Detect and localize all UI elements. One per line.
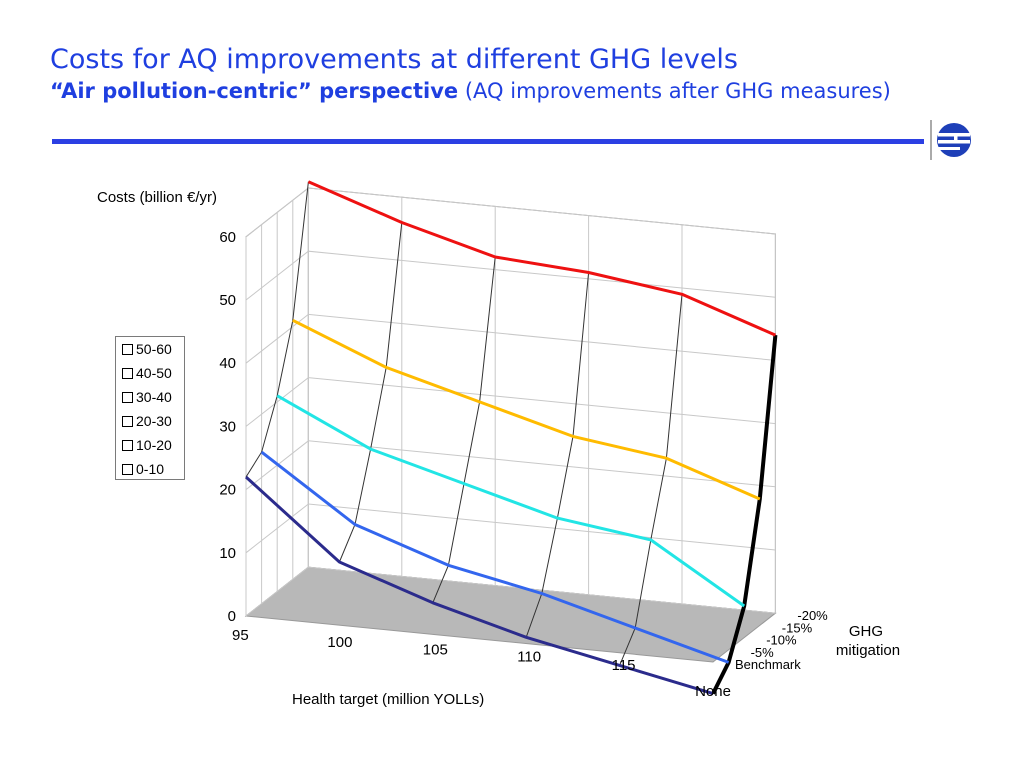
series-lines bbox=[244, 180, 777, 696]
legend-label: 40-50 bbox=[136, 365, 172, 381]
legend-swatch bbox=[122, 344, 133, 355]
legend-label: 50-60 bbox=[136, 341, 172, 357]
z-axis-label: Costs (billion €/yr) bbox=[97, 189, 217, 206]
legend-item: 50-60 bbox=[122, 341, 184, 365]
legend-label: 20-30 bbox=[136, 413, 172, 429]
legend-swatch bbox=[122, 392, 133, 403]
z-tick-label: 40 bbox=[219, 355, 236, 372]
x-tick-label: 105 bbox=[423, 641, 448, 658]
legend-item: 20-30 bbox=[122, 413, 184, 437]
z-tick-label: 30 bbox=[219, 418, 236, 435]
y-axis-label: GHG mitigation bbox=[836, 623, 900, 659]
series-line-Benchmark bbox=[244, 475, 714, 696]
y-tick-label: -20% bbox=[797, 608, 828, 623]
chart-walls bbox=[245, 186, 776, 618]
y-tick-label: Benchmark bbox=[735, 657, 801, 672]
institute-logo-icon bbox=[930, 120, 971, 160]
legend-item: 10-20 bbox=[122, 437, 184, 461]
x-tick-label: 100 bbox=[327, 634, 352, 651]
z-tick-label: 20 bbox=[219, 482, 236, 499]
legend-swatch bbox=[122, 464, 133, 475]
subtitle-rest: (AQ improvements after GHG measures) bbox=[458, 79, 891, 103]
legend-swatch bbox=[122, 440, 133, 451]
legend-item: 40-50 bbox=[122, 365, 184, 389]
legend-label: 0-10 bbox=[136, 461, 165, 477]
legend-item: 30-40 bbox=[122, 389, 184, 413]
x-tick-label: 115 bbox=[612, 657, 636, 674]
slide-title: Costs for AQ improvements at different G… bbox=[50, 44, 738, 75]
title-rule bbox=[52, 139, 924, 144]
tick-labels: 0 10 20 30 40 50 60 95 100 105 110 115 None Benchmark… bbox=[219, 229, 828, 700]
series-line-minus10pct bbox=[276, 394, 746, 608]
z-tick-label: 60 bbox=[219, 229, 236, 246]
slide-subtitle: “Air pollution-centric” perspective (AQ … bbox=[50, 79, 891, 103]
legend-swatch bbox=[122, 416, 133, 427]
legend-swatch bbox=[122, 368, 133, 379]
legend-item: 0-10 bbox=[122, 461, 184, 485]
z-tick-label: 10 bbox=[219, 545, 236, 562]
chart-legend: 50-60 40-50 30-40 20-30 10-20 0-10 bbox=[115, 336, 185, 480]
x-tick-label: None bbox=[695, 683, 731, 700]
x-tick-label: 95 bbox=[232, 627, 249, 644]
chart-gridlines bbox=[245, 187, 776, 617]
z-tick-label: 50 bbox=[219, 292, 236, 309]
y-tick-label: -10% bbox=[766, 633, 797, 648]
series-line-minus15pct bbox=[292, 318, 761, 501]
series-line-minus20pct bbox=[307, 180, 777, 337]
z-tick-label: 0 bbox=[228, 608, 236, 625]
legend-label: 30-40 bbox=[136, 389, 172, 405]
y-tick-label: -5% bbox=[751, 645, 775, 660]
y-tick-label: -15% bbox=[782, 620, 813, 635]
x-axis-label: Health target (million YOLLs) bbox=[292, 691, 484, 708]
subtitle-bold: “Air pollution-centric” perspective bbox=[50, 79, 459, 103]
legend-label: 10-20 bbox=[136, 437, 172, 453]
x-tick-label: 110 bbox=[517, 649, 541, 666]
series-line-minus5pct bbox=[260, 450, 730, 664]
